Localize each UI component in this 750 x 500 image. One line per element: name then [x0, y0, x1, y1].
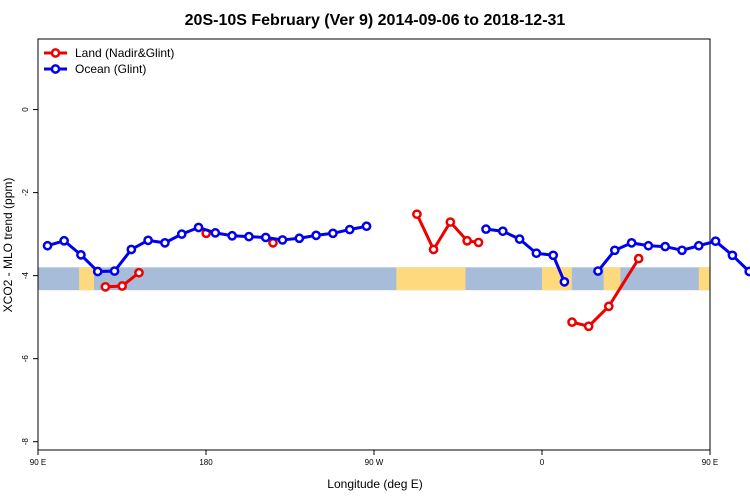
series-line — [571, 257, 640, 328]
data-point — [294, 233, 305, 244]
data-point — [583, 321, 594, 332]
data-point — [633, 253, 644, 264]
data-point — [727, 250, 738, 261]
data-point — [428, 244, 439, 255]
data-point — [126, 244, 137, 255]
y-axis-label: XCO2 - MLO trend (ppm) — [1, 178, 15, 313]
data-point — [117, 281, 128, 291]
data-point — [603, 301, 614, 312]
data-point — [59, 235, 69, 246]
data-point — [92, 266, 103, 277]
data-point — [693, 240, 704, 251]
data-point — [193, 222, 204, 233]
chart-title: 20S-10S February (Ver 9) 2014-09-06 to 2… — [185, 12, 566, 29]
land-band-segment — [396, 267, 466, 291]
data-point — [210, 228, 221, 238]
land-band-segment — [79, 267, 94, 291]
data-point — [227, 230, 237, 241]
data-point — [344, 224, 355, 235]
series-1 — [42, 221, 750, 287]
legend-label: Ocean (Glint) — [75, 62, 146, 76]
y-tick-label: 0 — [21, 107, 30, 112]
x-axis: 90 E 180 90 W 0 90 E — [30, 450, 718, 467]
data-point — [412, 209, 422, 220]
data-point — [710, 236, 721, 247]
data-point — [473, 237, 484, 248]
data-point — [176, 229, 187, 239]
x-tick-label: 90 E — [30, 458, 46, 467]
series-line — [596, 239, 750, 273]
data-point — [626, 237, 637, 248]
data-point — [462, 235, 472, 246]
data-point — [134, 267, 144, 278]
data-point — [609, 245, 620, 256]
y-axis: 0 -2 -4 -6 -8 — [21, 107, 38, 445]
legend: Land (Nadir&Glint) Ocean (Glint) — [44, 46, 174, 76]
x-tick-label: 0 — [540, 458, 545, 467]
data-point — [744, 266, 750, 277]
data-point — [548, 250, 559, 261]
legend-label: Land (Nadir&Glint) — [75, 46, 174, 60]
series-layer — [42, 209, 750, 332]
data-point — [328, 228, 338, 239]
data-point — [244, 231, 254, 242]
data-point — [567, 317, 577, 327]
legend-marker — [50, 64, 61, 74]
data-point — [76, 250, 86, 260]
data-point — [277, 235, 288, 245]
land-band-segment — [603, 267, 621, 291]
x-tick-label: 90 E — [702, 458, 718, 467]
land-band-segment — [698, 267, 710, 291]
x-axis-label: Longitude (deg E) — [327, 477, 422, 491]
series-0 — [100, 209, 644, 332]
data-point — [497, 226, 508, 237]
data-point — [531, 248, 542, 259]
y-tick-label: -4 — [21, 272, 30, 280]
x-tick-label: 180 — [199, 458, 213, 467]
x-tick-label: 90 W — [365, 458, 384, 467]
y-tick-label: -8 — [21, 438, 30, 446]
data-point — [160, 237, 170, 248]
data-point — [143, 235, 153, 246]
data-point — [481, 224, 491, 234]
legend-marker — [50, 48, 61, 58]
data-point — [514, 234, 525, 244]
data-point — [559, 277, 570, 287]
data-point — [42, 240, 53, 251]
data-point — [643, 240, 654, 251]
data-point — [593, 266, 603, 276]
land-ocean-band — [38, 267, 710, 291]
data-point — [260, 232, 271, 243]
data-point — [311, 230, 321, 241]
y-tick-label: -2 — [21, 189, 30, 197]
data-point — [677, 245, 687, 256]
data-point — [100, 281, 111, 292]
data-point — [361, 221, 372, 232]
y-tick-label: -6 — [21, 355, 30, 363]
data-point — [660, 241, 671, 252]
data-point — [109, 266, 120, 276]
data-point — [445, 217, 456, 227]
